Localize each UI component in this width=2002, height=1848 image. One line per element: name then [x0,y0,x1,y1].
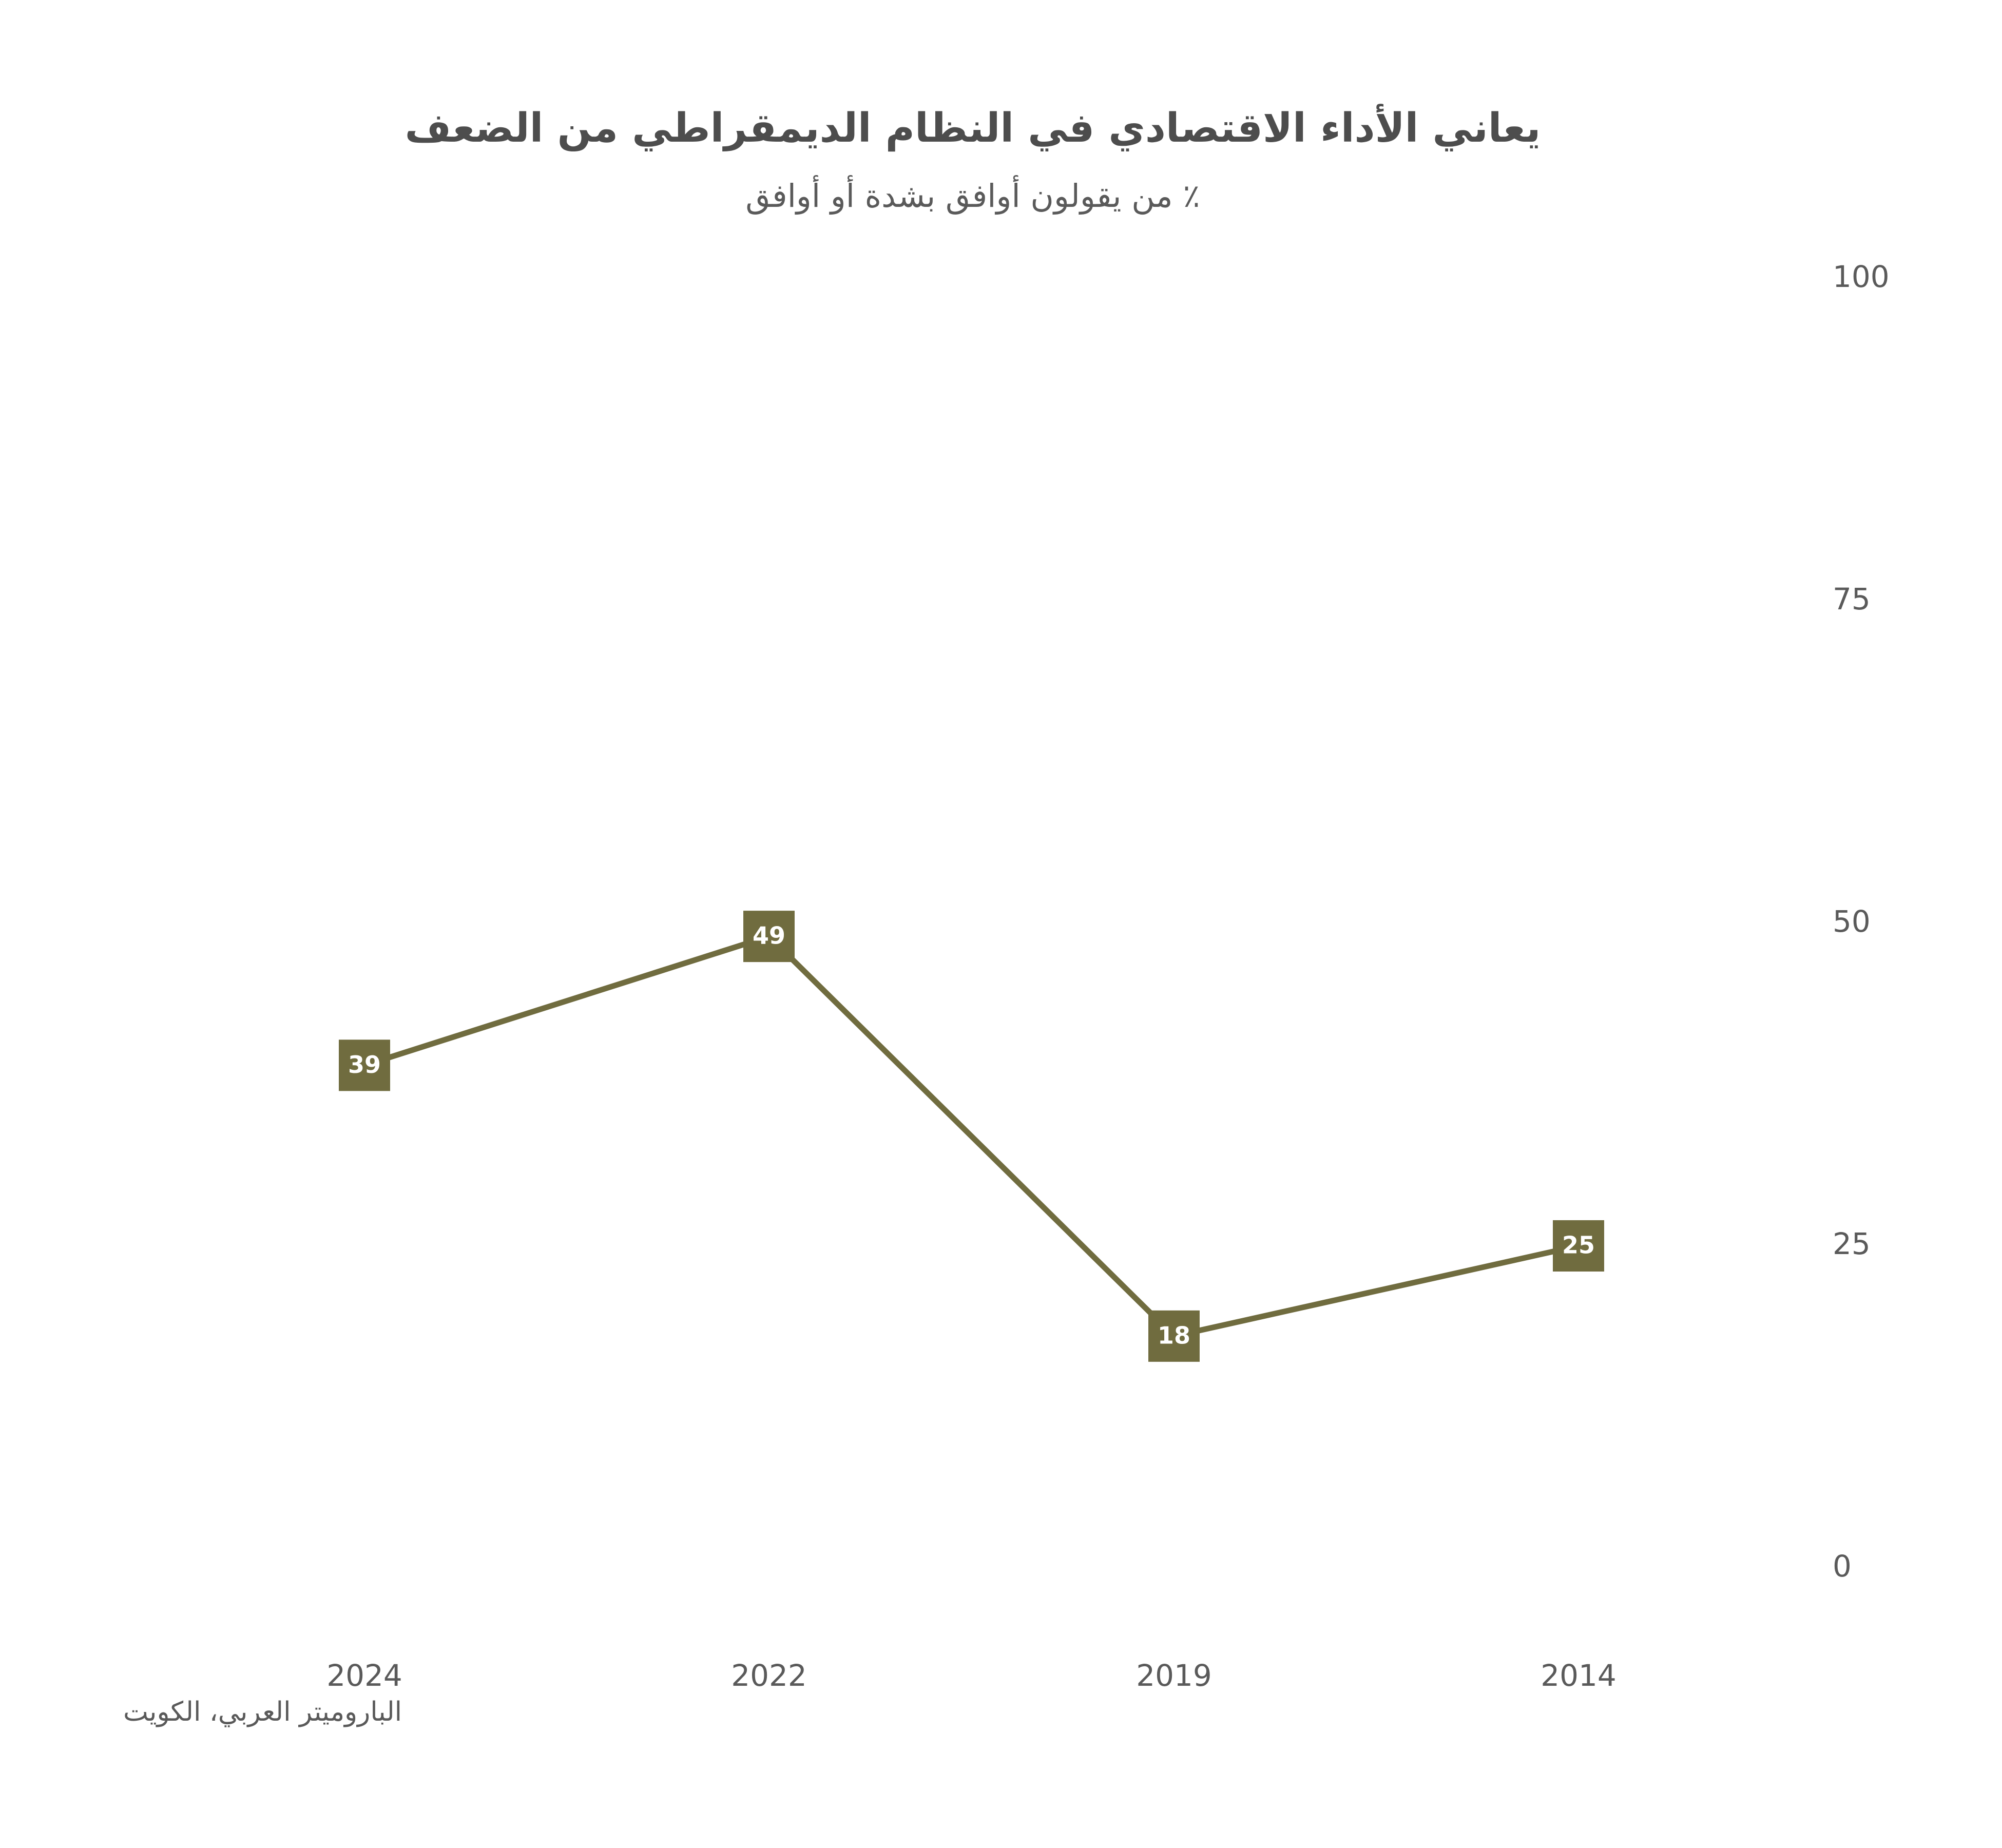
data-label: 25 [1562,1231,1595,1259]
y-tick-label: 100 [1833,259,1890,294]
data-label: 49 [753,922,785,950]
y-tick-label: 50 [1833,904,1871,939]
data-point-marker [1148,1310,1200,1362]
data-point: 39 [339,1040,390,1091]
y-axis-ticks: 0 25 50 75 100 [1833,259,1890,1584]
series-line [361,933,1582,1339]
x-axis-ticks: 2024 2022 2019 2014 [326,1658,1616,1693]
data-point: 25 [1553,1220,1604,1272]
data-label: 39 [348,1051,381,1079]
y-tick-label: 25 [1833,1226,1871,1261]
data-point-marker [743,911,795,962]
data-point-marker [339,1040,390,1091]
data-point: 49 [743,911,795,962]
x-tick-label: 2024 [326,1658,402,1693]
data-point-marker [1553,1220,1604,1272]
y-tick-label: 75 [1833,582,1871,617]
source-note: الباروميتر العربي، الكويت [123,1697,402,1727]
x-tick-label: 2014 [1541,1658,1616,1693]
chart-subtitle: ٪ من يقولون أوافق بشدة أو أوافق [745,177,1200,215]
data-point: 18 [1148,1310,1200,1362]
y-tick-label: 0 [1833,1549,1852,1584]
data-label: 18 [1158,1321,1190,1349]
chart-title: يعاني الأداء الاقتصادي في النظام الديمقر… [405,105,1541,151]
x-tick-label: 2022 [731,1658,807,1693]
x-tick-label: 2019 [1136,1658,1212,1693]
series-layer: 39 49 18 25 [339,911,1604,1362]
